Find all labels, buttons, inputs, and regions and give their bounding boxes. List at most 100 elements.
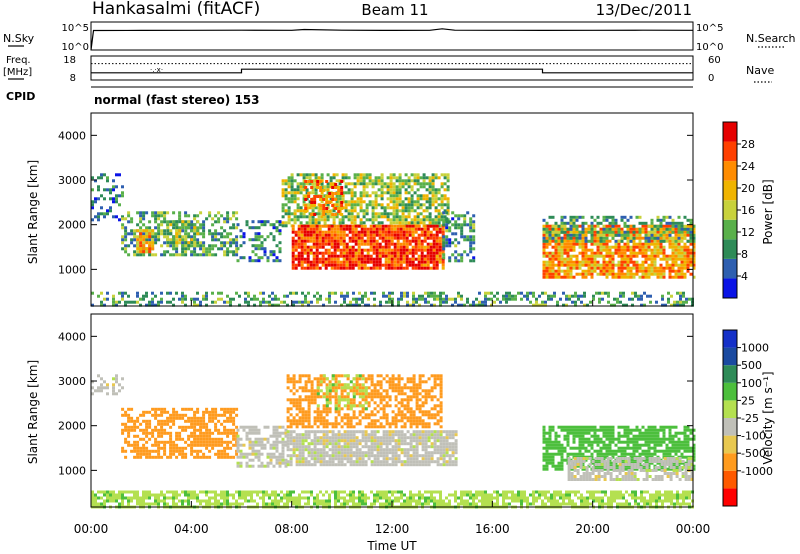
heatmap-cell-r11 <box>493 294 496 298</box>
heatmap-cell-r5 <box>431 182 435 186</box>
heatmap-cell-r9 <box>683 242 687 246</box>
heatmap-cell-r4 <box>286 407 290 411</box>
heatmap-cell-r6 <box>357 224 361 228</box>
heatmap-cell-r8 <box>472 214 476 218</box>
heatmap-cell-r11 <box>121 297 124 301</box>
heatmap-cell-r6 <box>294 230 298 234</box>
heatmap-cell-r3 <box>316 430 320 434</box>
heatmap-cell-r1 <box>199 431 203 435</box>
heatmap-cell-r5 <box>440 203 444 207</box>
heatmap-cell-r11 <box>631 297 634 301</box>
heatmap-cell-r1 <box>172 422 176 426</box>
heatmap-cell-r3 <box>328 448 332 452</box>
heatmap-cell-r9 <box>662 248 666 252</box>
heatmap-cell-r6 <box>333 224 337 228</box>
heatmap-cell-r5 <box>389 179 393 183</box>
heatmap-cell-r1 <box>142 410 146 414</box>
heatmap-cell-r6 <box>432 254 436 258</box>
heatmap-cell-r1 <box>196 226 200 230</box>
heatmap-cell-r11 <box>424 291 427 295</box>
heatmap-cell-r3 <box>445 460 449 464</box>
heatmap-cell-r9 <box>641 248 645 252</box>
heatmap-cell-r3 <box>286 442 290 446</box>
heatmap-cell-r1 <box>235 413 239 417</box>
heatmap-cell-r5 <box>320 182 324 186</box>
heatmap-cell-r3 <box>415 442 419 446</box>
heatmap-cell-r1 <box>193 425 197 429</box>
heatmap-cell-r1 <box>127 244 131 248</box>
heatmap-cell-r10 <box>566 221 570 225</box>
heatmap-cell-r5 <box>341 194 345 198</box>
heatmap-cell-r2 <box>272 431 276 435</box>
heatmap-cell-r5 <box>368 173 372 177</box>
heatmap-cell-r6 <box>366 227 370 231</box>
heatmap-cell-r11 <box>412 300 415 304</box>
heatmap-cell-r6 <box>423 257 427 261</box>
heatmap-cell-r2 <box>254 452 258 456</box>
heatmap-cell-r1 <box>139 455 143 459</box>
heatmap-cell-r1 <box>148 455 152 459</box>
heatmap-cell-r2 <box>139 241 143 245</box>
heatmap-cell-r9 <box>554 263 558 267</box>
heatmap-cell-r7 <box>313 201 317 204</box>
heatmap-cell-r4 <box>295 398 299 402</box>
heatmap-cell-r5 <box>287 206 291 210</box>
heatmap-cell-r3 <box>352 445 356 449</box>
heatmap-cell-r5 <box>344 176 348 180</box>
heatmap-cell-r9 <box>677 245 681 249</box>
heatmap-cell-r11 <box>583 303 586 307</box>
heatmap-cell-r5 <box>425 194 429 198</box>
heatmap-cell-r3 <box>406 460 410 464</box>
heatmap-cell-r9 <box>554 254 558 258</box>
heatmap-cell-r5 <box>425 182 429 186</box>
heatmap-cell-r1 <box>193 410 197 414</box>
heatmap-cell-r10 <box>593 218 597 222</box>
heatmap-cell-r6 <box>300 224 304 228</box>
heatmap-cell-r5 <box>335 203 339 207</box>
heatmap-cell-r1 <box>226 211 230 215</box>
heatmap-cell-r5 <box>356 200 360 204</box>
heatmap-cell-r5 <box>290 188 294 192</box>
heatmap-cell-r5 <box>311 218 315 222</box>
heatmap-cell-r3 <box>424 436 428 440</box>
heatmap-cell-r1 <box>232 214 236 218</box>
heatmap-cell-r11 <box>451 297 454 301</box>
heatmap-cell-r8 <box>463 250 467 254</box>
heatmap-cell-r6 <box>375 266 379 270</box>
heatmap-cell-r11 <box>418 294 421 298</box>
heatmap-cell-r5 <box>425 215 429 219</box>
heatmap-cell-r1 <box>220 452 224 456</box>
heatmap-cell-r3 <box>169 223 173 227</box>
heatmap-cell-r6 <box>303 233 307 237</box>
heatmap-cell-r1 <box>151 413 155 417</box>
heatmap-cell-r6 <box>396 236 400 240</box>
heatmap-cell-r5 <box>437 212 441 216</box>
heatmap-cell-r1 <box>232 223 236 227</box>
heatmap-cell-r9 <box>557 269 561 273</box>
heatmap-cell-r10 <box>632 236 636 240</box>
heatmap-cell-r11 <box>301 291 304 295</box>
heatmap-cell-r9 <box>578 266 582 270</box>
heatmap-cell-r1 <box>193 413 197 417</box>
heatmap-cell-r3 <box>403 460 407 464</box>
heatmap-cell-r5 <box>443 176 447 180</box>
heatmap-cell-r9 <box>668 254 672 258</box>
heatmap-cell-r11 <box>574 291 577 295</box>
heatmap-cell-r11 <box>544 300 547 304</box>
heatmap-cell-r4 <box>242 256 246 260</box>
heatmap-cell-r9 <box>611 260 615 264</box>
heatmap-cell-r5 <box>368 176 372 180</box>
heatmap-cell-r9 <box>662 266 666 270</box>
heatmap-cell-r1 <box>208 416 212 420</box>
heatmap-cell-r4 <box>316 425 320 429</box>
heatmap-cell-r11 <box>541 291 544 295</box>
heatmap-cell-r9 <box>629 275 633 279</box>
heatmap-cell-r5 <box>428 203 432 207</box>
heatmap-cell-r9 <box>653 248 657 252</box>
heatmap-cell-r3 <box>298 454 302 458</box>
heatmap-cell-r2 <box>245 464 249 468</box>
heatmap-cell-r1 <box>175 253 179 257</box>
heatmap-cell-r1 <box>154 220 158 224</box>
heatmap-cell-r1 <box>157 238 161 242</box>
heatmap-cell-r3 <box>166 241 170 245</box>
